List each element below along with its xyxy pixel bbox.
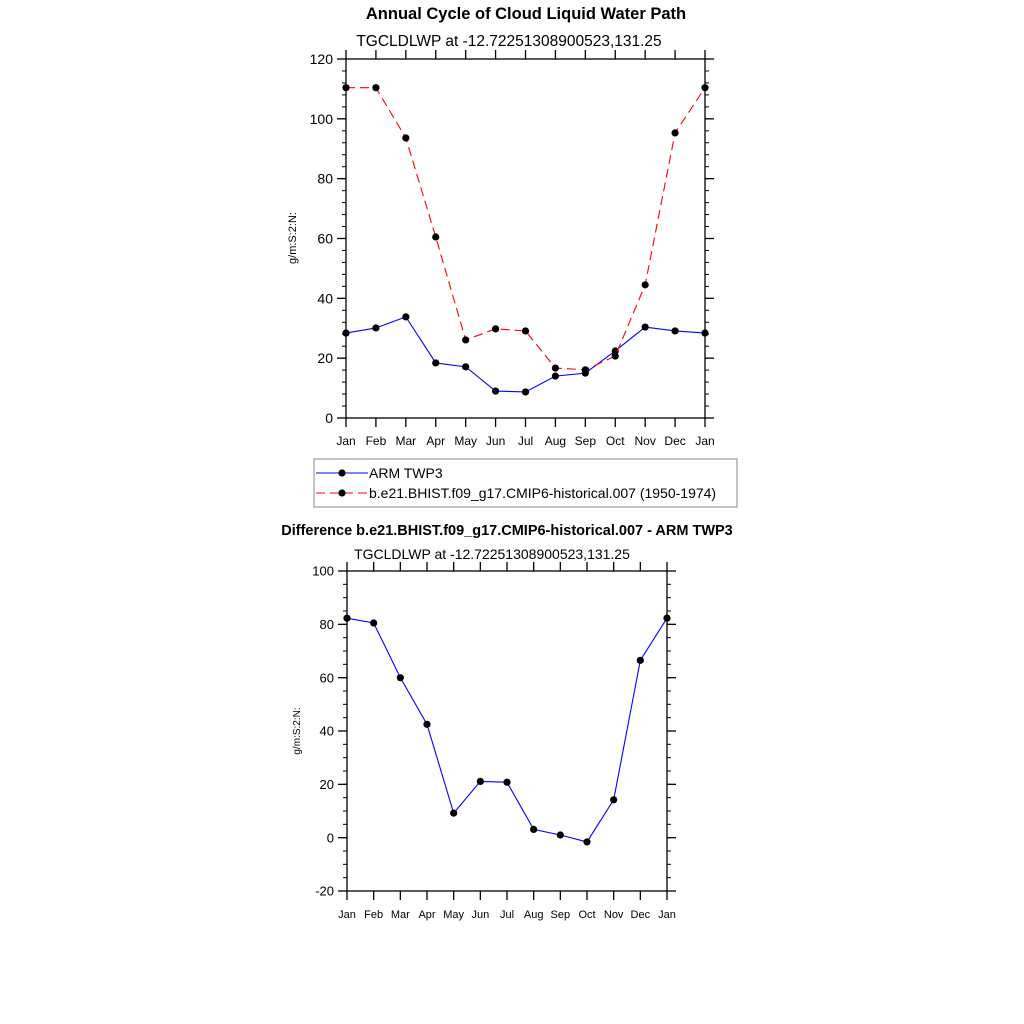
y-tick-label: 80 xyxy=(320,617,334,632)
x-tick-label: Oct xyxy=(578,909,595,921)
legend-label: ARM TWP3 xyxy=(369,465,443,481)
x-tick-label: Apr xyxy=(418,909,435,921)
plot-frame xyxy=(346,570,668,892)
x-tick-label: Sep xyxy=(551,909,571,921)
y-tick-label: 100 xyxy=(312,564,334,579)
x-tick-label: Apr xyxy=(426,434,445,448)
data-point-marker xyxy=(641,281,649,289)
x-tick-label: Jul xyxy=(500,909,514,921)
data-point-marker xyxy=(551,372,560,380)
y-tick-label: -20 xyxy=(315,884,334,899)
chart1-title: Annual Cycle of Cloud Liquid Water Path xyxy=(366,5,686,23)
legend-label: b.e21.BHIST.f09_g17.CMIP6-historical.007… xyxy=(369,485,716,501)
data-point-marker xyxy=(611,352,619,360)
data-point-marker xyxy=(701,84,709,92)
x-tick-label: Feb xyxy=(366,434,387,448)
y-tick-label: 100 xyxy=(310,111,334,127)
plot-frame xyxy=(345,58,706,419)
x-tick-label: Jun xyxy=(471,909,489,921)
x-tick-label: Oct xyxy=(606,434,625,448)
x-tick-label: Jan xyxy=(336,434,355,448)
data-point-marker xyxy=(342,84,350,92)
data-point-marker xyxy=(521,327,530,335)
data-point-marker xyxy=(636,656,644,664)
data-point-marker xyxy=(370,619,378,627)
y-tick-label: 80 xyxy=(317,171,333,187)
x-tick-label: Aug xyxy=(524,909,544,921)
data-point-marker xyxy=(491,387,500,395)
x-tick-label: Jan xyxy=(695,434,714,448)
chart1-subtitle: TGCLDLWP at -12.72251308900523,131.25 xyxy=(356,33,661,50)
data-point-marker xyxy=(556,831,564,839)
data-point-marker xyxy=(611,347,619,355)
data-point-marker xyxy=(581,366,589,374)
y-tick-label: 40 xyxy=(320,724,334,739)
y-tick-label: 0 xyxy=(325,410,333,426)
x-tick-label: Jul xyxy=(518,434,533,448)
y-tick-label: 20 xyxy=(317,350,333,366)
x-tick-label: Aug xyxy=(545,434,566,448)
data-point-marker xyxy=(491,325,500,333)
y-tick-label: 60 xyxy=(320,670,334,685)
x-tick-label: Nov xyxy=(634,434,655,448)
data-point-marker xyxy=(462,336,470,344)
data-point-marker xyxy=(610,796,618,804)
y-tick-label: 60 xyxy=(317,231,333,247)
x-tick-label: Jan xyxy=(338,909,356,921)
x-tick-label: Nov xyxy=(604,909,624,921)
data-point-marker xyxy=(396,674,404,682)
legend-marker xyxy=(338,469,346,477)
chart1-ylabel: g/m:S:2:N: xyxy=(287,212,299,264)
x-tick-label: Sep xyxy=(575,434,597,448)
x-tick-label: Jun xyxy=(486,434,505,448)
data-point-marker xyxy=(432,359,440,367)
series-line-0 xyxy=(346,617,668,843)
y-tick-label: 0 xyxy=(327,830,334,845)
x-tick-label: Jan xyxy=(658,909,676,921)
y-tick-label: 40 xyxy=(317,290,333,306)
y-tick-label: 20 xyxy=(320,777,334,792)
data-point-marker xyxy=(521,388,530,396)
x-tick-label: Mar xyxy=(391,909,410,921)
x-tick-label: Dec xyxy=(631,909,651,921)
chart2-subtitle: TGCLDLWP at -12.72251308900523,131.25 xyxy=(354,546,630,562)
chart2-ylabel: g/m:S:2:N: xyxy=(292,707,303,754)
data-point-marker xyxy=(423,720,431,728)
x-tick-label: Mar xyxy=(395,434,416,448)
data-point-marker xyxy=(701,329,709,337)
data-point-marker xyxy=(503,778,511,786)
legend-box xyxy=(313,458,738,508)
data-point-marker xyxy=(641,323,649,331)
chart1-legend: ARM TWP3 b.e21.BHIST.f09_g17.CMIP6-histor… xyxy=(313,458,738,508)
data-point-marker xyxy=(432,233,440,241)
data-point-marker xyxy=(402,313,410,321)
x-tick-label: Dec xyxy=(664,434,685,448)
data-point-marker xyxy=(372,324,380,332)
x-tick-label: Feb xyxy=(364,909,383,921)
data-point-marker xyxy=(342,329,350,337)
chart1-plot-area: 0 20 40 60 80 100 120 Jan Feb Mar Apr May Jun Jul Aug S… xyxy=(310,50,715,448)
data-point-marker xyxy=(343,614,351,622)
data-point-marker xyxy=(372,84,380,92)
x-tick-label: May xyxy=(454,434,477,448)
legend-marker xyxy=(338,489,346,497)
chart2-plot-area: -20 0 20 40 60 80 100 Jan Feb Mar Apr May Jun Jul Aug S… xyxy=(312,562,676,921)
data-point-marker xyxy=(671,129,679,137)
data-point-marker xyxy=(450,809,458,817)
data-point-marker xyxy=(551,364,560,372)
y-tick-label: 120 xyxy=(310,51,334,67)
data-point-marker xyxy=(583,838,591,846)
data-point-marker xyxy=(671,327,679,335)
chart2-title: Difference b.e21.BHIST.f09_g17.CMIP6-his… xyxy=(281,523,733,539)
data-point-marker xyxy=(476,777,484,786)
data-point-marker xyxy=(462,363,470,371)
data-point-marker xyxy=(402,134,410,142)
data-point-marker xyxy=(530,825,538,834)
data-point-marker xyxy=(663,614,671,622)
x-tick-label: May xyxy=(443,909,464,921)
